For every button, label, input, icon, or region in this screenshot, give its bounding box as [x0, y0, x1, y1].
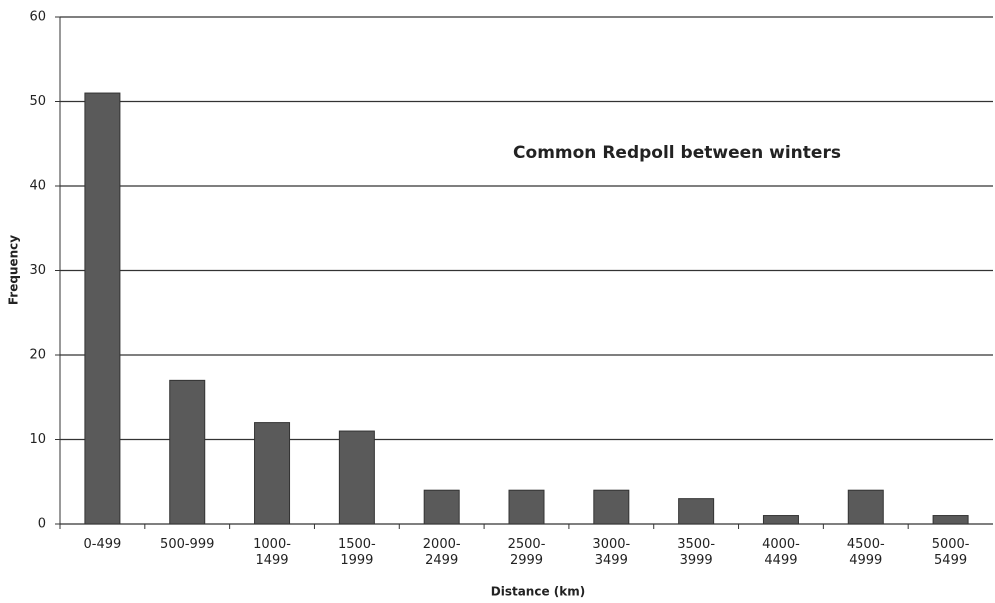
- x-tick-label: 3000-3499: [592, 537, 631, 568]
- bar: [508, 489, 545, 525]
- bar: [423, 489, 460, 525]
- x-tick-label: 5000-5499: [931, 537, 970, 568]
- x-tick-label: 1000-1499: [253, 537, 291, 568]
- y-tick-label: 20: [29, 348, 46, 363]
- y-tick-label: 50: [29, 94, 46, 109]
- bar: [932, 515, 969, 525]
- bar: [169, 379, 206, 525]
- x-axis-label: Distance (km): [491, 585, 585, 599]
- x-tick-label: 4500-4999: [846, 537, 885, 568]
- bar: [678, 498, 715, 525]
- bar: [84, 92, 121, 525]
- y-tick-label: 40: [29, 179, 46, 194]
- x-tick-label: 1500-1999: [337, 537, 376, 568]
- y-tick-label: 10: [29, 432, 46, 447]
- bar: [593, 489, 630, 525]
- y-tick-label: 0: [38, 517, 46, 532]
- x-tick-label: 2000-2499: [422, 537, 461, 568]
- x-tick-label: 500-999: [160, 537, 215, 552]
- chart-title: Common Redpoll between winters: [513, 143, 841, 163]
- y-axis-label: Frequency: [7, 235, 21, 305]
- bar: [254, 422, 291, 525]
- bar: [762, 515, 799, 525]
- x-tick-label: 0-499: [83, 537, 122, 552]
- y-tick-label: 60: [29, 10, 46, 25]
- x-tick-label: 2500-2999: [507, 537, 546, 568]
- bar: [847, 489, 884, 525]
- x-tick-label: 3500-3999: [677, 537, 716, 568]
- bar: [338, 430, 375, 525]
- x-tick-label: 4000-4499: [762, 537, 800, 568]
- y-tick-label: 30: [29, 263, 46, 278]
